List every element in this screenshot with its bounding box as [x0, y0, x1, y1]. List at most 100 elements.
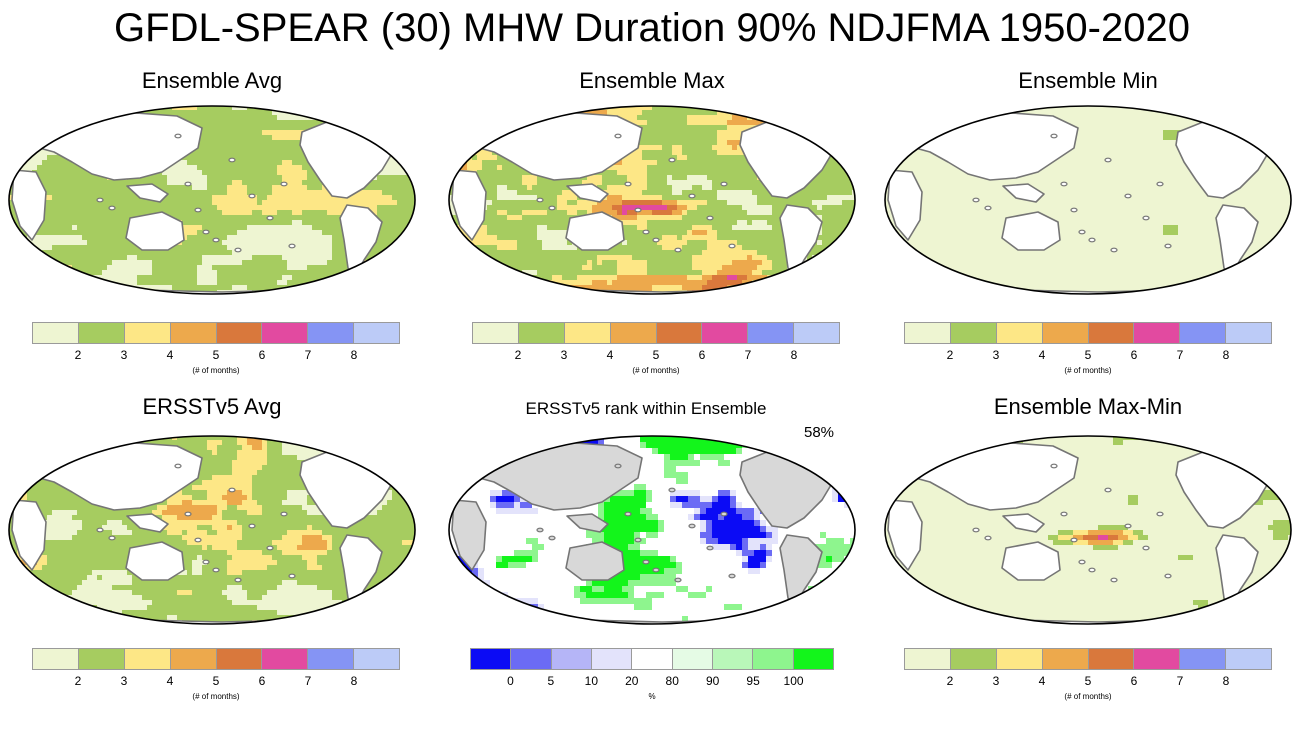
data-cell: [672, 215, 677, 220]
data-cell: [452, 290, 457, 295]
figure-title: GFDL-SPEAR (30) MHW Duration 90% NDJFMA …: [0, 2, 1304, 54]
data-cell: [512, 105, 517, 110]
data-cell: [667, 295, 672, 300]
data-cell: [672, 185, 677, 190]
data-cell: [282, 255, 287, 260]
data-cell: [537, 105, 542, 110]
data-cell: [642, 210, 647, 215]
data-cell: [292, 105, 297, 110]
data-cell: [367, 620, 372, 625]
data-cell: [514, 550, 520, 556]
data-cell: [477, 105, 482, 110]
data-cell: [22, 255, 27, 260]
island: [973, 198, 979, 202]
data-cell: [797, 120, 802, 125]
data-cell: [652, 275, 657, 280]
data-cell: [217, 515, 222, 520]
data-cell: [782, 280, 787, 285]
data-cell: [700, 514, 706, 520]
data-cell: [732, 265, 737, 270]
data-cell: [317, 235, 322, 240]
data-cell: [767, 295, 772, 300]
data-cell: [478, 460, 484, 466]
data-cell: [237, 255, 242, 260]
data-cell: [762, 225, 767, 230]
data-cell: [718, 538, 724, 544]
data-cell: [597, 260, 602, 265]
data-cell: [417, 180, 422, 185]
data-cell: [688, 442, 694, 448]
data-cell: [2, 170, 7, 175]
data-cell: [832, 580, 838, 586]
data-cell: [667, 285, 672, 290]
data-cell: [262, 430, 267, 435]
data-cell: [712, 280, 717, 285]
data-cell: [217, 475, 222, 480]
data-cell: [557, 230, 562, 235]
data-cell: [508, 556, 514, 562]
data-cell: [617, 205, 622, 210]
colorbar-segment: [262, 649, 308, 669]
data-cell: [842, 265, 847, 270]
data-cell: [622, 190, 627, 195]
data-cell: [802, 265, 807, 270]
data-cell: [520, 448, 526, 454]
data-cell: [817, 255, 822, 260]
data-cell: [682, 430, 688, 436]
data-cell: [17, 160, 22, 165]
data-cell: [712, 295, 717, 300]
data-cell: [212, 275, 217, 280]
data-cell: [687, 115, 692, 120]
data-cell: [307, 110, 312, 115]
data-cell: [257, 600, 262, 605]
data-cell: [732, 150, 737, 155]
data-cell: [72, 240, 77, 245]
data-cell: [67, 120, 72, 125]
data-cell: [442, 240, 447, 245]
data-cell: [252, 565, 257, 570]
data-cell: [67, 510, 72, 515]
data-cell: [312, 585, 317, 590]
data-cell: [842, 105, 847, 110]
data-cell: [287, 250, 292, 255]
data-cell: [782, 285, 787, 290]
data-cell: [657, 275, 662, 280]
data-cell: [112, 290, 117, 295]
data-cell: [17, 595, 22, 600]
data-cell: [607, 280, 612, 285]
data-cell: [807, 115, 812, 120]
data-cell: [567, 205, 572, 210]
data-cell: [27, 255, 32, 260]
island: [653, 238, 659, 242]
data-cell: [372, 205, 377, 210]
data-cell: [352, 620, 357, 625]
colorbar-segment: [125, 649, 171, 669]
data-cell: [192, 510, 197, 515]
data-cell: [7, 270, 12, 275]
data-cell: [838, 544, 844, 550]
data-cell: [667, 215, 672, 220]
data-cell: [637, 185, 642, 190]
data-cell: [287, 170, 292, 175]
data-cell: [610, 628, 616, 630]
data-cell: [736, 514, 742, 520]
data-cell: [347, 615, 352, 620]
data-cell: [652, 285, 657, 290]
data-cell: [730, 604, 736, 610]
data-cell: [207, 440, 212, 445]
data-cell: [252, 445, 257, 450]
data-cell: [477, 110, 482, 115]
data-cell: [706, 454, 712, 460]
data-cell: [496, 460, 502, 466]
data-cell: [736, 430, 742, 436]
data-cell: [572, 280, 577, 285]
data-cell: [302, 495, 307, 500]
data-cell: [162, 295, 167, 300]
data-cell: [484, 466, 490, 472]
data-cell: [257, 560, 262, 565]
data-cell: [12, 160, 17, 165]
data-cell: [372, 430, 377, 435]
data-cell: [512, 190, 517, 195]
data-cell: [217, 260, 222, 265]
data-cell: [132, 290, 137, 295]
